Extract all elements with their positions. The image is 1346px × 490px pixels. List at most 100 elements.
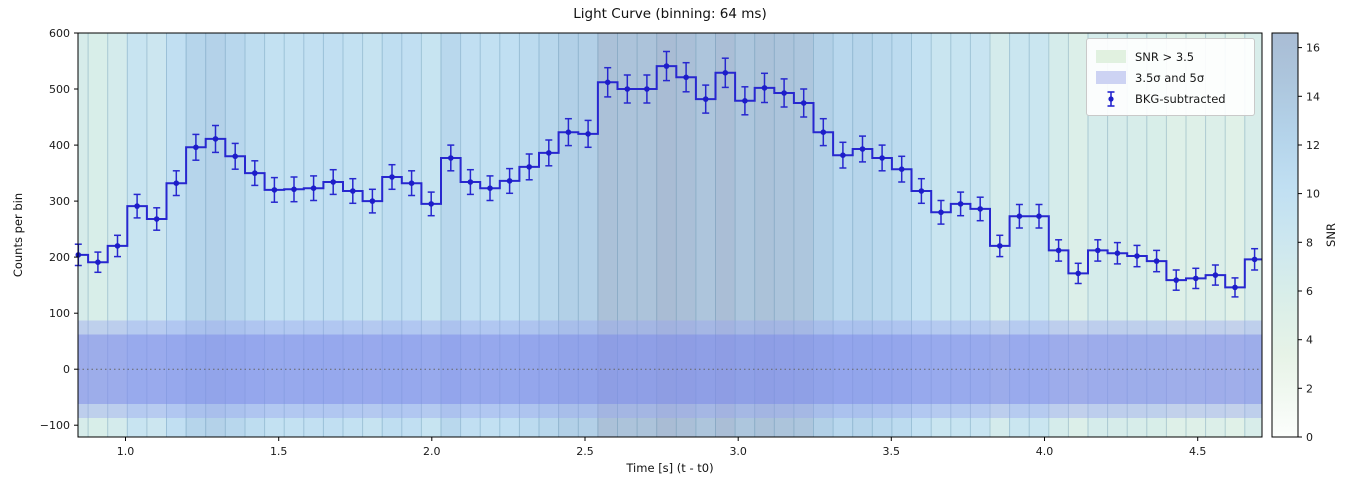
data-point [526, 164, 532, 170]
data-point [546, 150, 552, 156]
data-point [840, 152, 846, 158]
svg-text:1.5: 1.5 [270, 445, 288, 458]
svg-text:2.5: 2.5 [576, 445, 594, 458]
data-point [173, 180, 180, 186]
snr-stripe [793, 33, 814, 437]
snr-stripe [480, 33, 500, 437]
data-point [702, 96, 709, 102]
data-point [232, 153, 238, 160]
svg-text:500: 500 [49, 83, 70, 96]
snr-stripe [637, 33, 657, 437]
legend: SNR > 3.5 3.5σ and 5σ BKG-subtracted [1086, 38, 1255, 116]
data-point [1173, 277, 1179, 283]
data-point [624, 86, 631, 92]
snr-stripe [774, 33, 794, 437]
snr-stripe [833, 33, 853, 437]
svg-text:14: 14 [1306, 90, 1320, 103]
snr-stripe [695, 33, 716, 437]
snr-stripe [88, 33, 108, 437]
plot-border [77, 32, 1263, 438]
snr-stripe [382, 33, 402, 437]
data-point [1232, 284, 1238, 291]
legend-item-label: SNR > 3.5 [1135, 49, 1195, 64]
snr-stripe [401, 33, 422, 437]
snr-stripe [931, 33, 951, 437]
snr-stripe [1088, 33, 1108, 437]
snr-stripe [754, 33, 775, 437]
svg-text:12: 12 [1306, 139, 1320, 152]
data-point [193, 144, 199, 151]
data-point [938, 209, 944, 216]
svg-text:0: 0 [63, 363, 70, 376]
snr-stripe [970, 33, 990, 437]
snr-stripe [441, 33, 461, 437]
data-point [1114, 250, 1121, 256]
svg-text:600: 600 [49, 27, 70, 40]
legend-item-bkg-subtracted: BKG-subtracted [1096, 88, 1244, 109]
svg-text:4.5: 4.5 [1189, 445, 1207, 458]
snr-stripe [1048, 33, 1069, 437]
svg-text:300: 300 [49, 195, 70, 208]
snr-stripe [225, 33, 245, 437]
snr-stripe [323, 33, 343, 437]
svg-text:1.0: 1.0 [117, 445, 135, 458]
snr-stripe [1186, 33, 1206, 437]
colorbar-ticks: 0 2 4 6 8 10 12 14 16 [1298, 42, 1320, 444]
snr-stripe [911, 33, 932, 437]
svg-text:16: 16 [1306, 42, 1320, 55]
data-point [1212, 272, 1219, 278]
data-point [252, 170, 258, 176]
snr-shading-swatch [1096, 50, 1126, 63]
data-point [212, 136, 219, 142]
data-point [291, 186, 297, 193]
svg-text:2: 2 [1306, 382, 1313, 395]
data-point [1055, 247, 1062, 254]
data-point [1075, 270, 1081, 277]
data-point [1153, 258, 1160, 264]
snr-stripe [421, 33, 441, 437]
data-point [585, 131, 591, 137]
data-point [310, 185, 317, 191]
data-point [1134, 253, 1140, 259]
data-point [918, 188, 925, 194]
data-point [448, 155, 454, 161]
snr-stripe [617, 33, 638, 437]
legend-item-sigma-bands: 3.5σ and 5σ [1096, 67, 1244, 88]
x-axis-ticks: 1.0 1.5 2.0 2.5 3.0 3.5 4.0 4.5 [117, 437, 1207, 458]
snr-stripe [1009, 33, 1030, 437]
snr-stripe [264, 33, 285, 437]
snr-stripe [127, 33, 147, 437]
snr-stripe [186, 33, 206, 437]
snr-stripe [146, 33, 167, 437]
snr-stripe [1127, 33, 1147, 437]
data-point [95, 259, 101, 266]
legend-item-label: 3.5σ and 5σ [1135, 70, 1205, 85]
data-point [565, 129, 572, 135]
errorbar-marker-icon [1096, 90, 1126, 108]
data-point [859, 146, 866, 152]
snr-stripe [656, 33, 677, 437]
snr-stripe [872, 33, 892, 437]
svg-text:400: 400 [49, 139, 70, 152]
svg-text:3.0: 3.0 [729, 445, 747, 458]
data-point [506, 178, 513, 184]
data-point [977, 206, 983, 212]
colorbar-gradient [1271, 32, 1299, 438]
snr-stripe [558, 33, 579, 437]
data-point [1193, 275, 1199, 282]
data-point [487, 185, 493, 191]
snr-stripe [715, 33, 736, 437]
snr-stripe [1205, 33, 1226, 437]
snr-stripe [597, 33, 618, 437]
svg-text:8: 8 [1306, 236, 1313, 249]
snr-stripe [950, 33, 971, 437]
data-point [604, 79, 611, 86]
data-point [153, 216, 160, 222]
data-point [820, 129, 827, 135]
data-point [271, 187, 278, 193]
data-point [369, 198, 376, 204]
snr-stripe [735, 33, 755, 437]
data-point [330, 179, 337, 185]
